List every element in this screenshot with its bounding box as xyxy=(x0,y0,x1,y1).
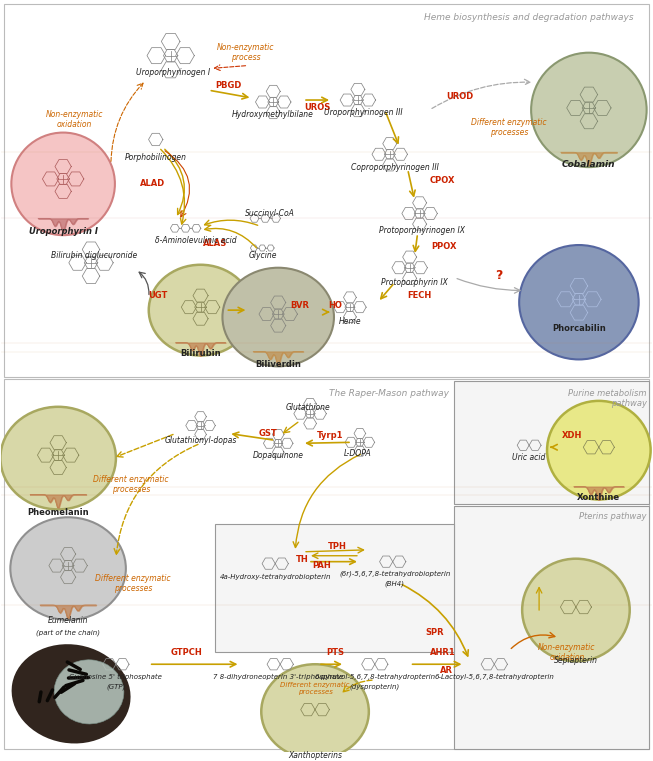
Text: AHR1: AHR1 xyxy=(430,648,455,657)
Text: GST: GST xyxy=(259,429,278,438)
Text: (6r)-5,6,7,8-tetrahydrobiopterin: (6r)-5,6,7,8-tetrahydrobiopterin xyxy=(339,570,451,577)
Text: Dopaquinone: Dopaquinone xyxy=(253,451,304,460)
Text: Cobalamin: Cobalamin xyxy=(562,160,616,169)
Ellipse shape xyxy=(223,268,334,366)
Text: Pheomelanin: Pheomelanin xyxy=(27,508,89,517)
Ellipse shape xyxy=(12,645,131,743)
Text: Purine metabolism
pathway: Purine metabolism pathway xyxy=(568,389,646,409)
Ellipse shape xyxy=(149,265,252,355)
Text: UROS: UROS xyxy=(304,103,330,113)
Text: Protoporphyrin IX: Protoporphyrin IX xyxy=(381,278,448,287)
Text: PPOX: PPOX xyxy=(432,241,457,250)
Ellipse shape xyxy=(522,559,629,661)
Ellipse shape xyxy=(54,660,124,724)
Text: Coproporphyrinogen III: Coproporphyrinogen III xyxy=(351,163,439,171)
Text: 7 8-dihydroneopterin 3'-triphosphate: 7 8-dihydroneopterin 3'-triphosphate xyxy=(213,674,343,680)
Text: XDH: XDH xyxy=(562,431,582,440)
Ellipse shape xyxy=(1,407,116,509)
Text: Heme biosynthesis and degradation pathways: Heme biosynthesis and degradation pathwa… xyxy=(424,13,633,22)
Text: (dyspropterin): (dyspropterin) xyxy=(349,683,400,690)
Text: Non-enzymatic
oxidation: Non-enzymatic oxidation xyxy=(538,643,596,662)
Text: HO: HO xyxy=(328,301,342,310)
Text: UGT: UGT xyxy=(148,291,167,300)
Text: Glycine: Glycine xyxy=(249,251,278,260)
Text: Non-enzymatic
process: Non-enzymatic process xyxy=(217,43,274,62)
Ellipse shape xyxy=(547,401,650,499)
Text: δ-Aminolevulinic acid: δ-Aminolevulinic acid xyxy=(155,236,236,244)
Text: 6-Lactoyl-5,6,7,8-tetrahydropterin: 6-Lactoyl-5,6,7,8-tetrahydropterin xyxy=(434,674,554,680)
Text: Uroporphyrin I: Uroporphyrin I xyxy=(29,227,98,236)
Text: The Raper-Mason pathway: The Raper-Mason pathway xyxy=(330,389,449,398)
Text: Uroporphyrinogen III: Uroporphyrinogen III xyxy=(323,108,402,117)
Text: Eumelanin: Eumelanin xyxy=(48,616,88,626)
Text: Non-enzymatic
oxidation: Non-enzymatic oxidation xyxy=(45,110,103,129)
Text: ALAD: ALAD xyxy=(140,180,165,189)
Ellipse shape xyxy=(531,53,646,167)
Text: Glutathionyl-dopas: Glutathionyl-dopas xyxy=(165,436,237,445)
Text: Uroporphyrinogen I: Uroporphyrinogen I xyxy=(136,68,210,77)
Text: Phorcabilin: Phorcabilin xyxy=(552,324,606,333)
Text: Bilirubin: Bilirubin xyxy=(180,349,221,358)
Text: Guanosine 5' triphosphate: Guanosine 5' triphosphate xyxy=(69,674,163,680)
Ellipse shape xyxy=(11,132,115,235)
Text: ALAS: ALAS xyxy=(203,238,228,247)
Text: (BH4): (BH4) xyxy=(385,580,405,587)
Text: UROD: UROD xyxy=(446,91,473,100)
Text: Glutathione: Glutathione xyxy=(286,403,330,412)
Text: Succinyl-CoA: Succinyl-CoA xyxy=(246,209,295,218)
Text: Biliverdin: Biliverdin xyxy=(255,360,301,369)
Text: (GTP): (GTP) xyxy=(106,683,125,690)
Text: Hydroxymethylbilane: Hydroxymethylbilane xyxy=(232,110,314,119)
Text: Pterins pathway: Pterins pathway xyxy=(579,512,646,521)
Text: FECH: FECH xyxy=(407,291,432,300)
Text: Different enzymatic
processes: Different enzymatic processes xyxy=(471,118,547,137)
Text: Xanthopterins: Xanthopterins xyxy=(288,751,342,760)
Ellipse shape xyxy=(261,664,369,759)
Ellipse shape xyxy=(519,245,639,359)
Bar xyxy=(5,5,648,377)
Text: Bilirubin diglucuronide: Bilirubin diglucuronide xyxy=(51,251,137,260)
Text: Different enzymatic
processes: Different enzymatic processes xyxy=(280,683,350,696)
Text: Tyrp1: Tyrp1 xyxy=(317,431,343,440)
Text: Heme: Heme xyxy=(339,317,361,326)
Text: PBGD: PBGD xyxy=(215,81,242,90)
Bar xyxy=(454,381,648,505)
Text: Uric acid: Uric acid xyxy=(513,453,546,462)
Text: BVR: BVR xyxy=(291,301,310,310)
Text: Different enzymatic
processes: Different enzymatic processes xyxy=(93,475,168,495)
Text: TH: TH xyxy=(296,556,308,564)
Text: (part of the chain): (part of the chain) xyxy=(36,629,100,636)
Text: Sepiapterin: Sepiapterin xyxy=(554,656,598,665)
Text: SPR: SPR xyxy=(425,628,444,637)
Text: 6-pyruvol-5,6,7,8-tetrahydropterin: 6-pyruvol-5,6,7,8-tetrahydropterin xyxy=(314,674,436,680)
Text: Different enzymatic
processes: Different enzymatic processes xyxy=(95,574,170,593)
Text: Xonthine: Xonthine xyxy=(577,493,620,502)
Text: 4a-Hydroxy-tetrahydrobiopterin: 4a-Hydroxy-tetrahydrobiopterin xyxy=(219,573,331,580)
Ellipse shape xyxy=(10,517,126,620)
Text: Protoporphyrinogen IX: Protoporphyrinogen IX xyxy=(379,226,464,234)
Bar xyxy=(454,506,648,749)
Text: GTPCH: GTPCH xyxy=(170,648,202,657)
Text: PAH: PAH xyxy=(313,561,331,570)
Text: PTS: PTS xyxy=(326,648,344,657)
Text: ?: ? xyxy=(496,269,503,282)
Text: Porphobilinogen: Porphobilinogen xyxy=(125,153,187,162)
Text: L-DOPA: L-DOPA xyxy=(344,449,372,457)
Text: CPOX: CPOX xyxy=(430,177,455,186)
Bar xyxy=(5,379,648,749)
Text: AR: AR xyxy=(440,666,453,675)
Text: TPH: TPH xyxy=(328,543,346,552)
Bar xyxy=(215,524,454,652)
